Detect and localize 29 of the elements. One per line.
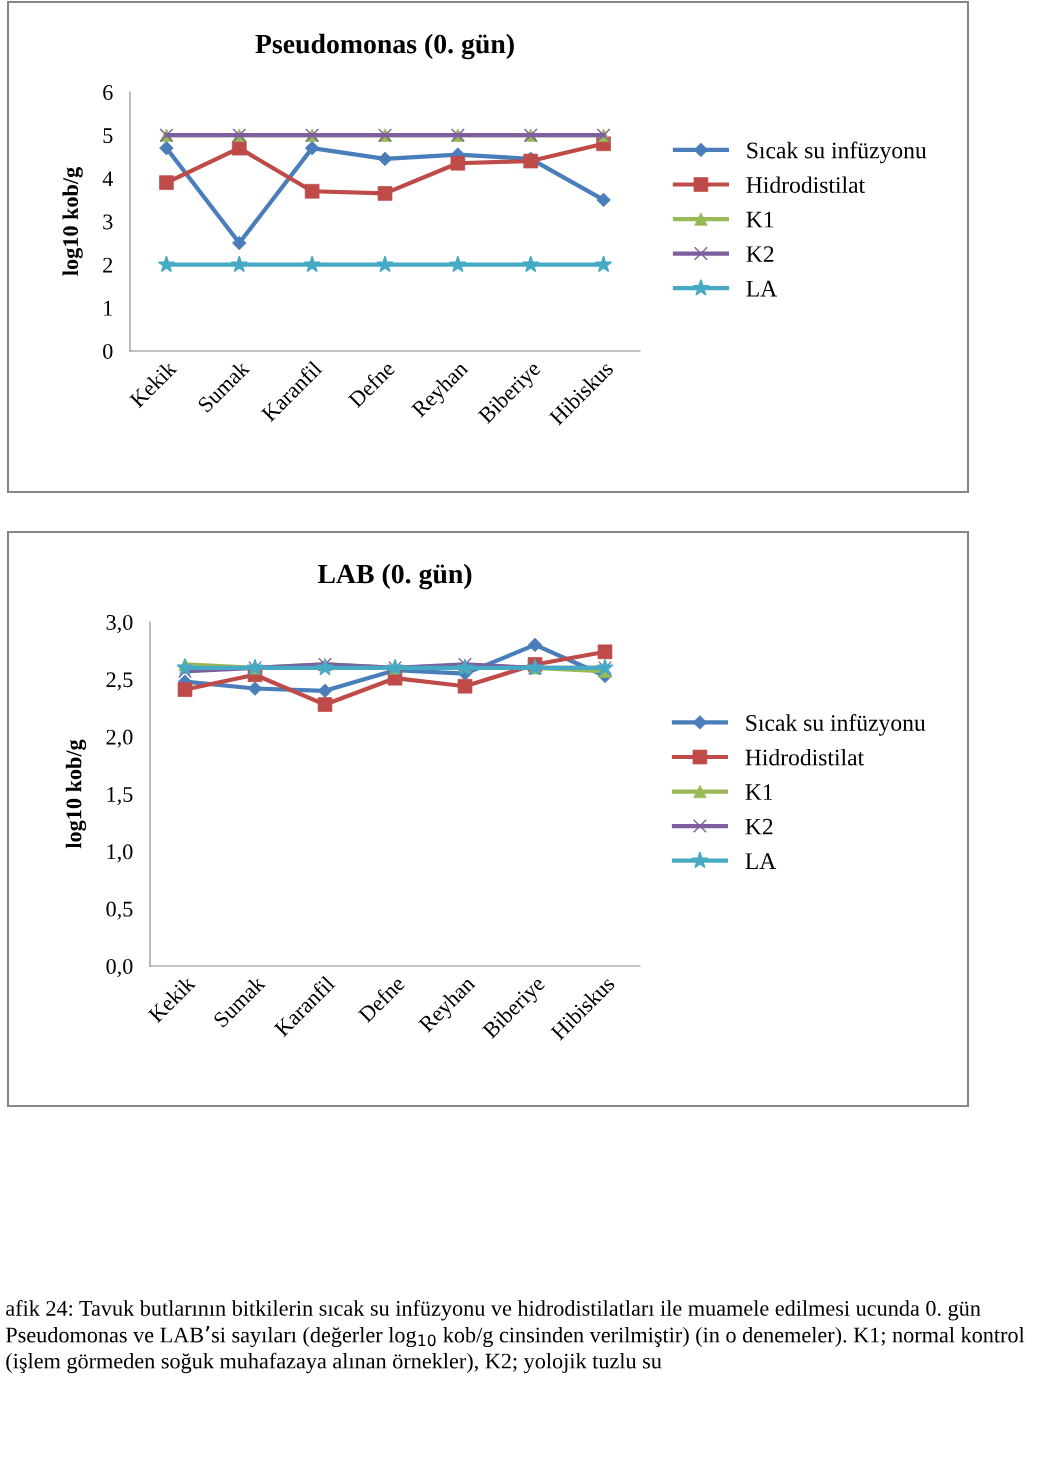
y-tick-label: 1 bbox=[104, 300, 112, 316]
y-tick-label: 4 bbox=[102, 171, 113, 187]
y-tick-label: 2,0 bbox=[106, 729, 133, 748]
y-tick-label: 3 bbox=[103, 214, 113, 230]
y-tick-label: 0 bbox=[103, 343, 113, 359]
legend-label: Hidrodistilat bbox=[746, 176, 865, 194]
legend-label: LA bbox=[745, 853, 777, 869]
text: afik 24: Tavuk butlarının bitkilerin sıcak su infüzyonu ve hidrodistilatları ile muamele edilmesi ucunda 0. gün Pseudomonas ve LAB’si sayıları (değerler log$_{10}$ kob/g cinsinden verilmiştir) (in o denemeler). K1; normal kontrol (işlem görmeden soğuk muhafazaya alınan örnekler), K2; yolojik tuzlu su bbox=[5, 1300, 1025, 1374]
legend-label: Hidrodistilat bbox=[745, 748, 864, 766]
legend-label: K1 bbox=[745, 784, 773, 800]
y-tick-label: 3,0 bbox=[106, 614, 133, 634]
y-tick-label: 5 bbox=[103, 128, 113, 144]
legend-label: K2 bbox=[745, 818, 773, 835]
y-tick-label: 2,5 bbox=[106, 672, 133, 691]
chart-title: Pseudomonas (0. gün) bbox=[255, 33, 514, 60]
legend-label: LA bbox=[746, 280, 778, 297]
y-tick-label: 0,5 bbox=[106, 901, 133, 920]
y-axis-title: log10 kob/g bbox=[65, 739, 87, 849]
y-axis-title: log10 kob/g bbox=[62, 167, 83, 276]
chart-title: LAB (0. gün) bbox=[317, 563, 472, 590]
legend-label: Sıcak su infüzyonu bbox=[746, 714, 926, 736]
y-tick-label: 0,0 bbox=[106, 958, 133, 978]
y-tick-label: 2 bbox=[103, 257, 113, 273]
legend-label: Sıcak su infüzyonu bbox=[747, 141, 927, 164]
y-tick-label: 6 bbox=[103, 84, 113, 100]
y-tick-label: 1,5 bbox=[107, 787, 133, 806]
legend-label: K2 bbox=[746, 246, 774, 262]
legend-label: K1 bbox=[746, 211, 774, 228]
y-tick-label: 1,0 bbox=[107, 844, 133, 863]
